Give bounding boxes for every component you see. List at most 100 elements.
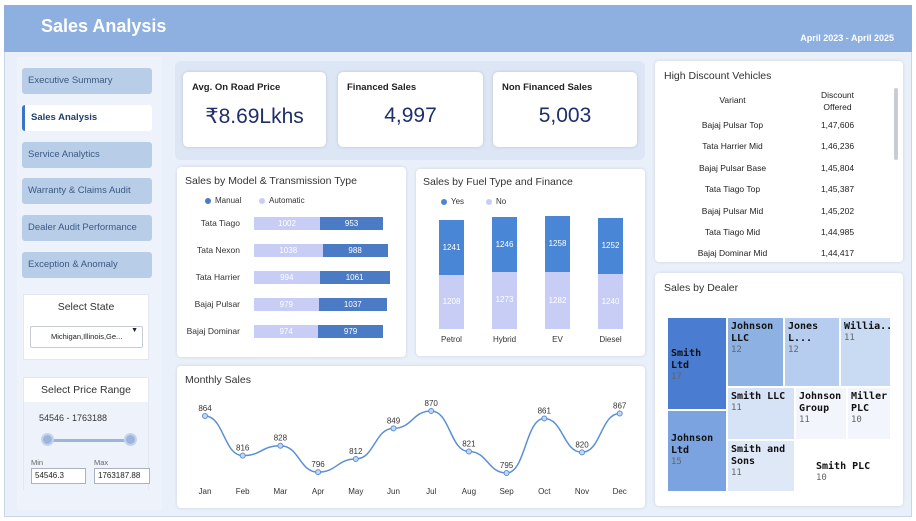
data-point xyxy=(202,412,208,419)
min-input[interactable]: 54546.3 xyxy=(31,468,86,484)
bar-yes: 1258 xyxy=(545,215,570,272)
model-transmission-chart: Sales by Model & Transmission Type Manua… xyxy=(177,167,406,357)
kpi-value: 5,003 xyxy=(538,104,592,127)
column-header-variant: Variant xyxy=(719,95,746,105)
tile-label: Smith LLC xyxy=(731,391,786,402)
table-cell-variant: Bajaj Pulsar Base xyxy=(698,162,767,173)
category-label: Tata Nexon xyxy=(197,245,240,255)
table-cell-discount: 1,45,387 xyxy=(820,184,855,195)
data-label: 867 xyxy=(613,401,627,410)
treemap-tile[interactable]: Smith and Sons 11 xyxy=(727,440,795,492)
range-slider-max-handle[interactable] xyxy=(124,433,137,446)
chevron-down-icon: ▼ xyxy=(131,327,138,334)
tile-label: Miller PLC xyxy=(851,391,888,414)
bar-automatic: 1002 xyxy=(254,217,321,230)
kpi-financed-sales: Financed Sales 4,997 xyxy=(338,72,483,147)
table-cell-variant: Tata Tiago Mid xyxy=(704,227,761,237)
date-period: April 2023 - April 2025 xyxy=(800,33,894,43)
tile-value: 11 xyxy=(731,403,742,413)
data-label: 864 xyxy=(198,404,212,413)
x-tick-label: Nov xyxy=(575,487,589,496)
fuel-finance-chart: Sales by Fuel Type and Finance Yes No 12… xyxy=(416,169,645,356)
table-cell-variant: Bajaj Pulsar Top xyxy=(701,120,764,130)
tile-value: 11 xyxy=(731,468,742,478)
sidebar-item-executive-summary[interactable]: Executive Summary xyxy=(22,68,152,94)
sidebar-item-sales-analysis[interactable]: Sales Analysis xyxy=(22,105,152,131)
data-point xyxy=(503,470,510,476)
bar-manual: 979 xyxy=(318,325,383,338)
range-slider-min-handle[interactable] xyxy=(41,433,54,446)
kpi-avg-price: Avg. On Road Price ₹8.69Lkhs xyxy=(183,72,326,147)
table-cell-discount: 1,47,606 xyxy=(820,120,855,130)
max-label: Max xyxy=(94,458,109,467)
bar-automatic: 979 xyxy=(254,298,319,311)
treemap-tile[interactable]: Johnson Group 11 xyxy=(795,387,847,440)
bar-manual: 988 xyxy=(322,244,388,257)
treemap-tile[interactable]: Smith Ltd 17 xyxy=(667,317,727,410)
data-point xyxy=(465,448,472,455)
treemap-tile[interactable]: Willia...11 xyxy=(840,317,891,387)
monthly-sales-svg: 864 Jan 816 Feb 828 Mar 796 Apr 812 May 849 Jun 870 J… xyxy=(198,399,627,496)
tile-label: Johnson Group xyxy=(799,391,842,414)
sidebar-item-service-analytics[interactable]: Service Analytics xyxy=(22,142,152,168)
table-cell-variant: Bajaj Dominar Mid xyxy=(697,248,768,259)
tile-value: 12 xyxy=(788,345,799,355)
x-tick-label: Dec xyxy=(613,487,627,496)
category-label: Hybrid xyxy=(492,335,517,344)
chart-title: Sales by Fuel Type and Finance xyxy=(423,176,573,188)
x-tick-label: Jul xyxy=(426,487,436,496)
category-label: Tata Tiago xyxy=(200,218,240,228)
header-bar: Sales Analysis April 2023 - April 2025 xyxy=(4,5,912,52)
treemap-tile[interactable]: Jones L... 12 xyxy=(784,317,840,387)
treemap-tile[interactable]: Smith PLC 10 xyxy=(795,458,891,492)
bar-yes: 1252 xyxy=(598,217,623,274)
tile-label: Willia... xyxy=(844,321,890,332)
legend-automatic: Automatic xyxy=(259,196,305,205)
data-label: 816 xyxy=(236,444,250,453)
category-label: Bajaj Dominar xyxy=(186,326,240,336)
sidebar-item-warranty-claims[interactable]: Warranty & Claims Audit xyxy=(22,178,152,204)
treemap-tile[interactable]: Johnson LLC 12 xyxy=(727,317,784,387)
data-label: 796 xyxy=(311,460,325,469)
data-point xyxy=(315,469,322,476)
category-label: Tata Harrier xyxy=(195,272,240,282)
series-line xyxy=(204,410,620,474)
tile-label: Smith PLC xyxy=(816,461,871,472)
data-label: 812 xyxy=(349,447,363,456)
kpi-value: ₹8.69Lkhs xyxy=(205,105,304,128)
x-tick-label: Apr xyxy=(312,487,325,496)
state-slicer: Select State Michigan,Illinois,Ge... ▼ xyxy=(23,294,149,360)
price-range-text: 54546 - 1763188 xyxy=(39,413,108,423)
data-label: 821 xyxy=(462,440,476,449)
range-slider-track[interactable] xyxy=(47,439,131,442)
data-point xyxy=(239,452,246,459)
data-label: 828 xyxy=(274,434,288,443)
column-header-discount: Discount Offered xyxy=(820,90,855,112)
table-scrollbar[interactable] xyxy=(894,88,898,160)
treemap-tile[interactable]: Smith LLC 11 xyxy=(727,387,795,440)
legend-yes: Yes xyxy=(441,197,464,206)
treemap-tile[interactable]: Miller PLC 10 xyxy=(847,387,891,440)
tile-label: Johnson LLC xyxy=(731,321,774,344)
chart-title: Sales by Dealer xyxy=(664,282,739,294)
tile-value: 15 xyxy=(671,457,682,467)
sidebar-item-exception-anomaly[interactable]: Exception & Anomaly xyxy=(22,252,152,278)
data-point xyxy=(390,425,397,432)
chart-title: Monthly Sales xyxy=(185,374,251,386)
treemap-tile[interactable]: Johnson Ltd 15 xyxy=(667,410,727,492)
table-cell-discount: 1,45,804 xyxy=(820,162,855,173)
tile-label: Smith Ltd xyxy=(671,348,702,371)
table-cell-discount: 1,44,417 xyxy=(820,248,855,259)
x-tick-label: Oct xyxy=(538,487,551,496)
state-dropdown[interactable]: Michigan,Illinois,Ge... ▼ xyxy=(30,326,143,348)
dealer-treemap: Sales by Dealer Smith Ltd 17 Johnson Ltd 15… xyxy=(655,273,903,506)
bar-no: 1240 xyxy=(598,273,623,329)
kpi-label: Avg. On Road Price xyxy=(192,82,281,93)
state-dropdown-value: Michigan,Illinois,Ge... xyxy=(51,332,123,341)
min-label: Min xyxy=(31,458,44,467)
page-title: Sales Analysis xyxy=(41,16,167,36)
category-label: EV xyxy=(552,335,563,344)
max-input[interactable]: 1763187.88 xyxy=(94,468,150,484)
sidebar-item-dealer-audit[interactable]: Dealer Audit Performance xyxy=(22,215,152,241)
data-point xyxy=(352,455,359,462)
